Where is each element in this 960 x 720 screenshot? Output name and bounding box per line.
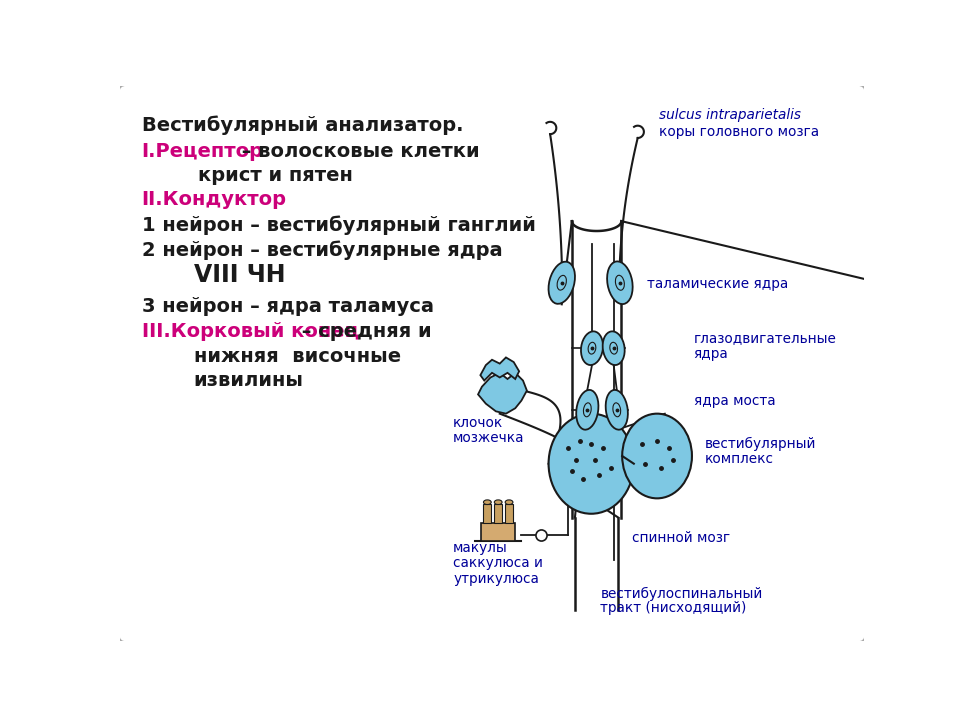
Ellipse shape bbox=[484, 500, 492, 505]
Ellipse shape bbox=[548, 414, 634, 514]
Bar bbox=[481, 523, 516, 541]
Text: таламические ядра: таламические ядра bbox=[647, 277, 788, 292]
Text: утрикулюса: утрикулюса bbox=[453, 572, 540, 585]
Text: II.Кондуктор: II.Кондуктор bbox=[142, 190, 287, 210]
Text: глазодвигательные: глазодвигательные bbox=[693, 331, 836, 346]
Bar bbox=[494, 504, 502, 523]
Text: 3 нейрон – ядра таламуса: 3 нейрон – ядра таламуса bbox=[142, 297, 434, 315]
Bar bbox=[505, 504, 513, 523]
Ellipse shape bbox=[610, 342, 617, 354]
Ellipse shape bbox=[612, 403, 621, 417]
Ellipse shape bbox=[494, 500, 502, 505]
Text: клочок: клочок bbox=[453, 416, 503, 430]
Text: вестибулоспинальный: вестибулоспинальный bbox=[601, 587, 763, 601]
Text: тракт (нисходящий): тракт (нисходящий) bbox=[601, 600, 747, 615]
Text: – волосковые клетки: – волосковые клетки bbox=[234, 142, 479, 161]
Ellipse shape bbox=[607, 261, 633, 304]
Text: 1 нейрон – вестибулярный ганглий: 1 нейрон – вестибулярный ганглий bbox=[142, 216, 536, 235]
Ellipse shape bbox=[576, 390, 598, 430]
Text: нижняя  височные: нижняя височные bbox=[194, 346, 400, 366]
Ellipse shape bbox=[505, 500, 513, 505]
Text: макулы: макулы bbox=[453, 541, 508, 554]
Polygon shape bbox=[478, 373, 527, 414]
Text: 2 нейрон – вестибулярные ядра: 2 нейрон – вестибулярные ядра bbox=[142, 240, 502, 260]
Text: крист и пятен: крист и пятен bbox=[198, 166, 352, 185]
Text: саккулюса и: саккулюса и bbox=[453, 556, 543, 570]
Text: I.Рецептор: I.Рецептор bbox=[142, 142, 264, 161]
Text: ядра моста: ядра моста bbox=[693, 395, 775, 408]
Ellipse shape bbox=[615, 275, 624, 290]
Ellipse shape bbox=[584, 403, 591, 417]
Text: Вестибулярный анализатор.: Вестибулярный анализатор. bbox=[142, 116, 463, 135]
Text: вестибулярный: вестибулярный bbox=[706, 437, 817, 451]
Text: комплекс: комплекс bbox=[706, 452, 774, 466]
Text: коры головного мозга: коры головного мозга bbox=[659, 125, 819, 139]
Ellipse shape bbox=[581, 331, 603, 365]
Text: III.Корковый конец: III.Корковый конец bbox=[142, 322, 359, 341]
Text: sulcus intraparietalis: sulcus intraparietalis bbox=[659, 108, 801, 122]
Ellipse shape bbox=[548, 261, 575, 304]
Polygon shape bbox=[480, 357, 519, 381]
Text: извилины: извилины bbox=[194, 372, 303, 390]
Ellipse shape bbox=[606, 390, 628, 430]
Text: спинной мозг: спинной мозг bbox=[632, 531, 730, 546]
Text: – средняя и: – средняя и bbox=[295, 322, 432, 341]
Ellipse shape bbox=[622, 414, 692, 498]
FancyBboxPatch shape bbox=[118, 85, 866, 642]
Ellipse shape bbox=[557, 275, 566, 290]
Text: ядра: ядра bbox=[693, 346, 729, 361]
Ellipse shape bbox=[588, 342, 596, 354]
Ellipse shape bbox=[603, 331, 625, 365]
Bar bbox=[484, 504, 492, 523]
Text: мозжечка: мозжечка bbox=[453, 431, 525, 446]
Text: VIII ЧН: VIII ЧН bbox=[194, 264, 285, 287]
